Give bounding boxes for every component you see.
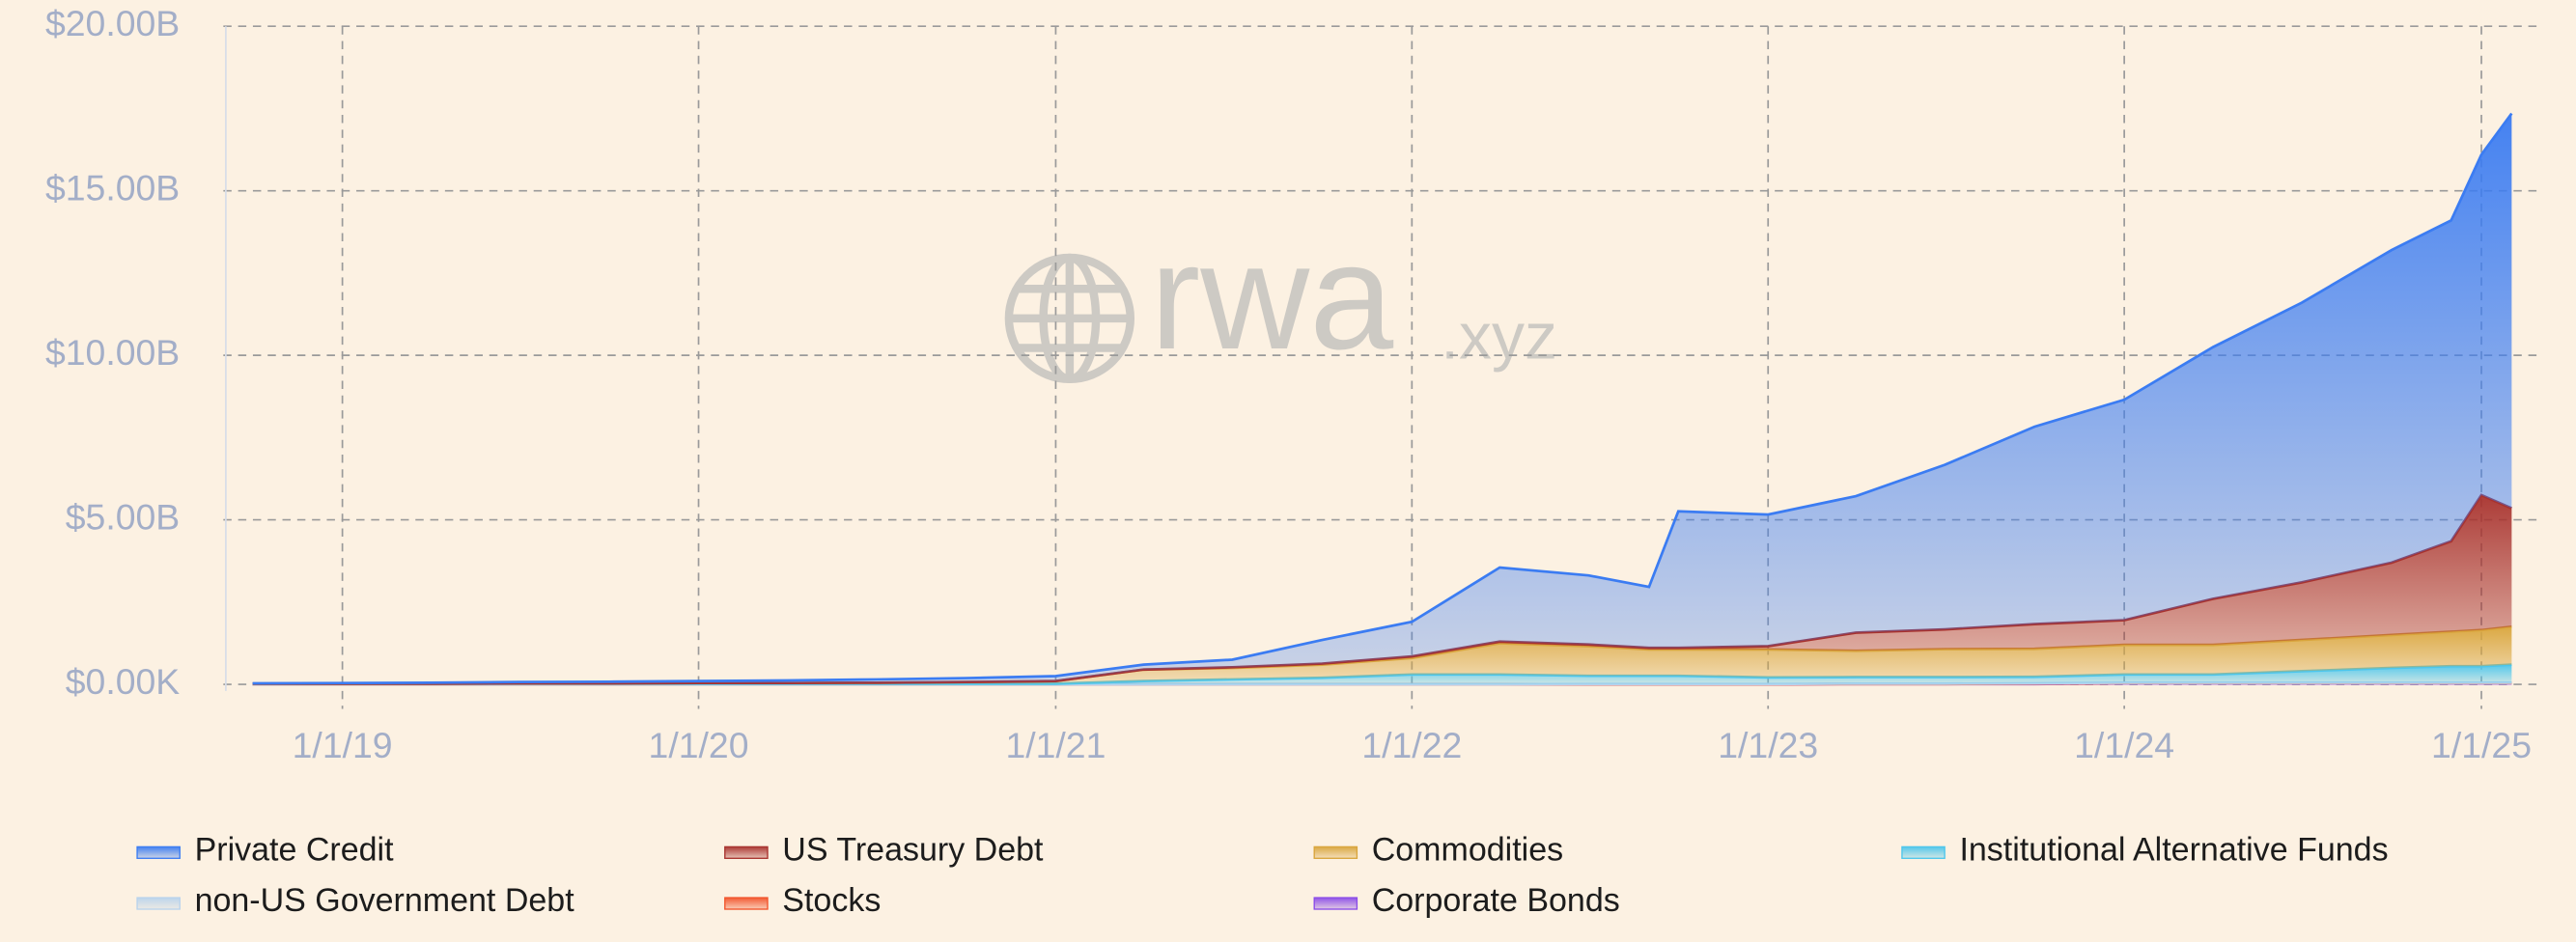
y-tick-label: $0.00K: [66, 661, 181, 702]
area: [252, 664, 2512, 685]
x-tick-label: 1/1/22: [1361, 725, 1462, 765]
legend-label: Stocks: [782, 882, 881, 919]
area: [252, 113, 2512, 684]
x-tick-label: 1/1/25: [2431, 725, 2532, 765]
legend-swatch: [1313, 845, 1358, 859]
legend-label: Institutional Alternative Funds: [1959, 831, 2388, 868]
watermark-suffix: .xyz: [1441, 300, 1557, 374]
y-tick-label: $15.00B: [45, 168, 180, 208]
legend-label: non-US Government Debt: [195, 882, 575, 919]
x-tick-label: 1/1/21: [1005, 725, 1106, 765]
globe-icon: [1004, 253, 1135, 384]
y-tick-label: $5.00B: [66, 496, 181, 537]
legend-label: Private Credit: [195, 831, 395, 868]
x-tick-label: 1/1/24: [2074, 725, 2174, 765]
legend-swatch: [1313, 897, 1358, 910]
y-tick-label: $10.00B: [45, 332, 180, 373]
x-tick-label: 1/1/19: [293, 725, 393, 765]
watermark-text: rwa: [1150, 212, 1393, 381]
x-tick-label: 1/1/20: [649, 725, 749, 765]
area: [252, 495, 2512, 684]
area: [252, 626, 2512, 684]
legend-swatch: [724, 897, 769, 910]
legend-swatch: [1901, 845, 1946, 859]
x-tick-label: 1/1/23: [1718, 725, 1818, 765]
legend-label: US Treasury Debt: [782, 831, 1044, 868]
legend-swatch: [724, 845, 769, 859]
legend-swatch: [136, 897, 181, 910]
legend-label: Corporate Bonds: [1372, 882, 1620, 919]
area-line: [252, 112, 2513, 685]
watermark: rwa .xyz: [1004, 212, 1557, 384]
legend-swatch: [136, 845, 181, 859]
legend-label: Commodities: [1372, 831, 1563, 868]
y-tick-label: $20.00B: [45, 3, 180, 43]
